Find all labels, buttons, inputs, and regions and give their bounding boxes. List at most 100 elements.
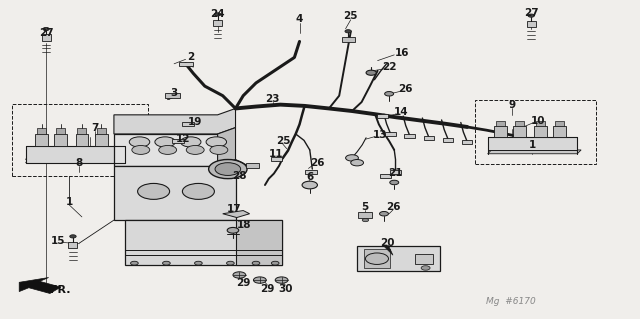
Bar bbox=[182, 122, 194, 126]
Circle shape bbox=[180, 137, 201, 147]
Polygon shape bbox=[494, 126, 507, 137]
Text: 26: 26 bbox=[399, 84, 413, 94]
Bar bbox=[172, 139, 184, 143]
Text: 2: 2 bbox=[187, 52, 195, 63]
Bar bbox=[377, 114, 388, 118]
Text: 26: 26 bbox=[386, 202, 400, 212]
Text: 5: 5 bbox=[361, 202, 369, 212]
Circle shape bbox=[365, 253, 388, 264]
Bar bbox=[97, 128, 106, 134]
Text: 28: 28 bbox=[232, 171, 246, 181]
Circle shape bbox=[159, 145, 177, 154]
Circle shape bbox=[186, 145, 204, 154]
Polygon shape bbox=[26, 160, 128, 163]
Bar bbox=[390, 170, 401, 174]
Polygon shape bbox=[384, 246, 393, 255]
Circle shape bbox=[214, 13, 221, 16]
Polygon shape bbox=[114, 108, 236, 134]
Text: 11: 11 bbox=[269, 149, 284, 159]
Bar bbox=[246, 163, 259, 168]
Bar bbox=[271, 157, 282, 161]
Circle shape bbox=[206, 137, 227, 147]
Text: 9: 9 bbox=[508, 100, 516, 110]
Text: Mg  #6170: Mg #6170 bbox=[486, 297, 536, 306]
Bar bbox=[424, 136, 434, 140]
Bar bbox=[536, 121, 545, 126]
Circle shape bbox=[380, 211, 388, 216]
Text: 10: 10 bbox=[531, 115, 545, 126]
Text: 14: 14 bbox=[394, 107, 408, 117]
Bar bbox=[42, 34, 51, 41]
Circle shape bbox=[209, 160, 247, 179]
Text: 8: 8 bbox=[76, 158, 83, 168]
Bar bbox=[380, 174, 391, 178]
Bar bbox=[179, 62, 193, 66]
Text: 1: 1 bbox=[529, 140, 536, 150]
Text: 29: 29 bbox=[260, 284, 275, 294]
Bar bbox=[385, 132, 396, 136]
Text: 22: 22 bbox=[382, 62, 396, 72]
Polygon shape bbox=[218, 128, 236, 166]
Text: 6: 6 bbox=[306, 172, 314, 182]
Polygon shape bbox=[26, 155, 128, 160]
Circle shape bbox=[345, 30, 351, 33]
Polygon shape bbox=[125, 220, 282, 265]
Text: 23: 23 bbox=[266, 94, 280, 104]
Text: 4: 4 bbox=[296, 14, 303, 24]
Text: 15: 15 bbox=[51, 236, 65, 246]
Polygon shape bbox=[95, 134, 108, 146]
Circle shape bbox=[182, 183, 214, 199]
Text: 27: 27 bbox=[524, 8, 538, 19]
Text: 30: 30 bbox=[278, 284, 292, 294]
Circle shape bbox=[528, 14, 534, 17]
Circle shape bbox=[195, 261, 202, 265]
Text: FR.: FR. bbox=[50, 285, 70, 295]
Bar bbox=[555, 121, 564, 126]
Bar bbox=[56, 128, 65, 134]
Bar bbox=[213, 20, 222, 26]
Polygon shape bbox=[236, 220, 282, 265]
Bar bbox=[527, 21, 536, 27]
Circle shape bbox=[132, 145, 150, 154]
Text: 20: 20 bbox=[381, 238, 395, 248]
Circle shape bbox=[385, 92, 394, 96]
Text: 18: 18 bbox=[237, 220, 252, 230]
Bar bbox=[496, 121, 505, 126]
Circle shape bbox=[210, 145, 228, 154]
Text: 29: 29 bbox=[236, 278, 250, 288]
Polygon shape bbox=[19, 278, 61, 293]
Circle shape bbox=[43, 27, 49, 31]
Bar bbox=[165, 93, 180, 98]
Bar bbox=[68, 242, 77, 248]
Polygon shape bbox=[513, 126, 526, 137]
Circle shape bbox=[227, 261, 234, 265]
Polygon shape bbox=[35, 134, 48, 146]
Text: 17: 17 bbox=[227, 204, 241, 214]
Circle shape bbox=[70, 235, 76, 238]
Circle shape bbox=[366, 70, 376, 75]
Text: 16: 16 bbox=[395, 48, 409, 58]
Bar bbox=[12, 104, 148, 176]
Text: 7: 7 bbox=[91, 122, 99, 133]
Polygon shape bbox=[553, 126, 566, 137]
Circle shape bbox=[215, 163, 241, 175]
Text: 24: 24 bbox=[211, 9, 225, 19]
Text: 3: 3 bbox=[170, 87, 178, 98]
Bar bbox=[37, 128, 46, 134]
Circle shape bbox=[421, 266, 430, 270]
Circle shape bbox=[233, 272, 246, 278]
Text: 25: 25 bbox=[344, 11, 358, 21]
Polygon shape bbox=[223, 211, 250, 218]
Polygon shape bbox=[534, 126, 547, 137]
Text: 1: 1 bbox=[65, 197, 73, 207]
Bar bbox=[305, 170, 317, 174]
Circle shape bbox=[362, 219, 369, 222]
Circle shape bbox=[131, 261, 138, 265]
Polygon shape bbox=[114, 134, 218, 166]
Circle shape bbox=[252, 261, 260, 265]
Circle shape bbox=[351, 160, 364, 166]
Circle shape bbox=[390, 180, 399, 185]
Polygon shape bbox=[114, 166, 236, 220]
Polygon shape bbox=[26, 146, 125, 163]
Polygon shape bbox=[488, 150, 581, 154]
